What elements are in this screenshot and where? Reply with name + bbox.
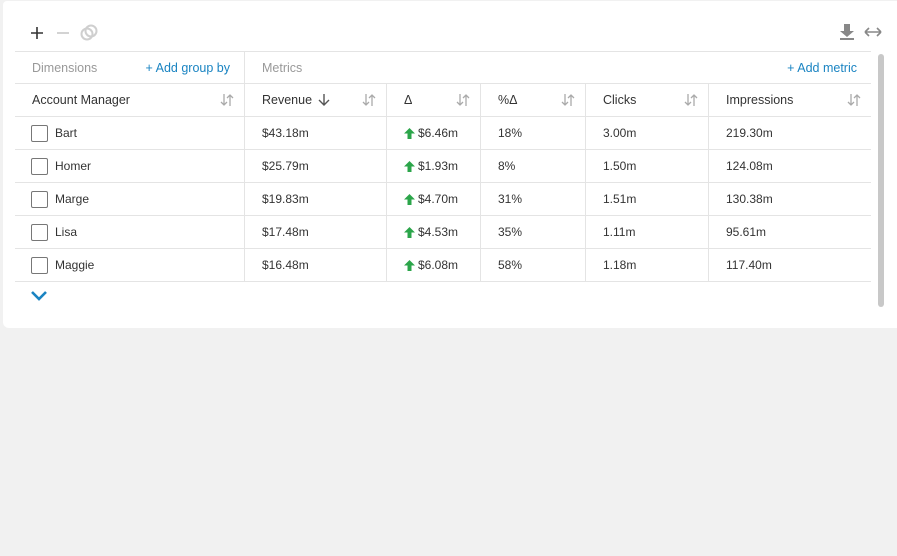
- vertical-scrollbar[interactable]: [878, 54, 884, 307]
- delta-cell: $4.70m: [387, 183, 481, 215]
- column-label: %Δ: [498, 93, 518, 107]
- delta-value: $6.46m: [418, 126, 459, 140]
- column-label: Account Manager: [32, 93, 130, 107]
- metrics-label: Metrics: [262, 60, 303, 75]
- sort-icon[interactable]: [456, 93, 470, 107]
- column-label: Impressions: [726, 93, 794, 107]
- clicks-cell: 1.51m: [586, 183, 709, 215]
- account-manager-name: Marge: [55, 192, 90, 206]
- impressions-cell: 95.61m: [726, 225, 767, 239]
- revenue-cell: $25.79m: [245, 150, 387, 182]
- arrow-up-icon: [404, 160, 415, 172]
- row-checkbox[interactable]: [31, 256, 48, 274]
- clicks-cell: 1.50m: [586, 150, 709, 182]
- clicks-cell: 1.11m: [586, 216, 709, 248]
- sort-icon[interactable]: [684, 93, 698, 107]
- table-row: Homer $25.79m $1.93m 8% 1.50m 124.08m: [15, 150, 871, 183]
- impressions-cell: 117.40m: [726, 258, 772, 272]
- arrow-up-icon: [404, 127, 415, 139]
- minus-icon[interactable]: [53, 23, 73, 43]
- column-header-impressions[interactable]: Impressions: [709, 84, 871, 116]
- expand-chevron-icon[interactable]: [29, 289, 49, 303]
- revenue-cell: $17.48m: [245, 216, 387, 248]
- delta-cell: $1.93m: [387, 150, 481, 182]
- delta-cell: $4.53m: [387, 216, 481, 248]
- percent-delta-cell: 18%: [481, 117, 586, 149]
- column-header-delta[interactable]: Δ: [387, 84, 481, 116]
- toolbar-left: [27, 23, 99, 43]
- column-label: Δ: [404, 93, 413, 107]
- arrow-up-icon: [404, 226, 415, 238]
- delta-cell: $6.46m: [387, 117, 481, 149]
- column-header-revenue[interactable]: Revenue: [245, 84, 387, 116]
- percent-delta-cell: 8%: [481, 150, 586, 182]
- percent-delta-cell: 58%: [481, 249, 586, 281]
- column-header-row: Account Manager Revenue Δ %Δ Clicks: [15, 84, 871, 117]
- account-manager-name: Bart: [55, 126, 78, 140]
- add-group-by-link[interactable]: + Add group by: [145, 60, 230, 75]
- account-manager-cell: Lisa: [15, 216, 245, 248]
- impressions-cell: 219.30m: [726, 126, 773, 140]
- sort-icon[interactable]: [220, 93, 234, 107]
- revenue-cell: $19.83m: [245, 183, 387, 215]
- sort-descending-icon: [318, 94, 330, 106]
- toolbar-right: [839, 23, 883, 44]
- table-row: Marge $19.83m $4.70m 31% 1.51m 130.38m: [15, 183, 871, 216]
- impressions-cell: 130.38m: [726, 192, 773, 206]
- clicks-cell: 1.18m: [586, 249, 709, 281]
- delta-cell: $6.08m: [387, 249, 481, 281]
- link-icon[interactable]: [79, 23, 99, 43]
- download-icon[interactable]: [839, 23, 855, 44]
- account-manager-cell: Maggie: [15, 249, 245, 281]
- column-header-account-manager[interactable]: Account Manager: [15, 84, 245, 116]
- delta-value: $1.93m: [418, 159, 459, 173]
- percent-delta-cell: 35%: [481, 216, 586, 248]
- column-header-percent-delta[interactable]: %Δ: [481, 84, 586, 116]
- account-manager-cell: Homer: [15, 150, 245, 182]
- plus-icon[interactable]: [27, 23, 47, 43]
- report-card: Dimensions + Add group by Metrics + Add …: [3, 1, 897, 328]
- delta-value: $4.53m: [418, 225, 459, 239]
- row-checkbox[interactable]: [31, 223, 48, 241]
- dimensions-section: Dimensions + Add group by: [15, 52, 245, 83]
- data-grid: Dimensions + Add group by Metrics + Add …: [15, 51, 871, 282]
- impressions-cell: 124.08m: [726, 159, 773, 173]
- arrow-up-icon: [404, 259, 415, 271]
- row-checkbox[interactable]: [31, 157, 48, 175]
- column-label: Clicks: [603, 93, 637, 107]
- clicks-cell: 3.00m: [586, 117, 709, 149]
- account-manager-cell: Bart: [15, 117, 245, 149]
- sort-icon[interactable]: [362, 93, 376, 107]
- table-row: Bart $43.18m $6.46m 18% 3.00m 219.30m: [15, 117, 871, 150]
- revenue-cell: $43.18m: [245, 117, 387, 149]
- table-row: Maggie $16.48m $6.08m 58% 1.18m 117.40m: [15, 249, 871, 282]
- delta-value: $4.70m: [418, 192, 459, 206]
- sort-icon[interactable]: [847, 93, 861, 107]
- account-manager-cell: Marge: [15, 183, 245, 215]
- column-header-clicks[interactable]: Clicks: [586, 84, 709, 116]
- column-label: Revenue: [262, 93, 313, 107]
- account-manager-name: Lisa: [55, 225, 78, 239]
- arrow-up-icon: [404, 193, 415, 205]
- table-row: Lisa $17.48m $4.53m 35% 1.11m 95.61m: [15, 216, 871, 249]
- account-manager-name: Homer: [55, 159, 92, 173]
- metrics-section: Metrics + Add metric: [245, 52, 871, 83]
- sort-icon[interactable]: [561, 93, 575, 107]
- dimensions-label: Dimensions: [32, 60, 98, 75]
- row-checkbox[interactable]: [31, 190, 48, 208]
- percent-delta-cell: 31%: [481, 183, 586, 215]
- horizontal-resize-icon[interactable]: [863, 26, 883, 41]
- revenue-cell: $16.48m: [245, 249, 387, 281]
- section-header-row: Dimensions + Add group by Metrics + Add …: [15, 51, 871, 84]
- account-manager-name: Maggie: [55, 258, 95, 272]
- add-metric-link[interactable]: + Add metric: [787, 60, 857, 75]
- row-checkbox[interactable]: [31, 124, 48, 142]
- delta-value: $6.08m: [418, 258, 459, 272]
